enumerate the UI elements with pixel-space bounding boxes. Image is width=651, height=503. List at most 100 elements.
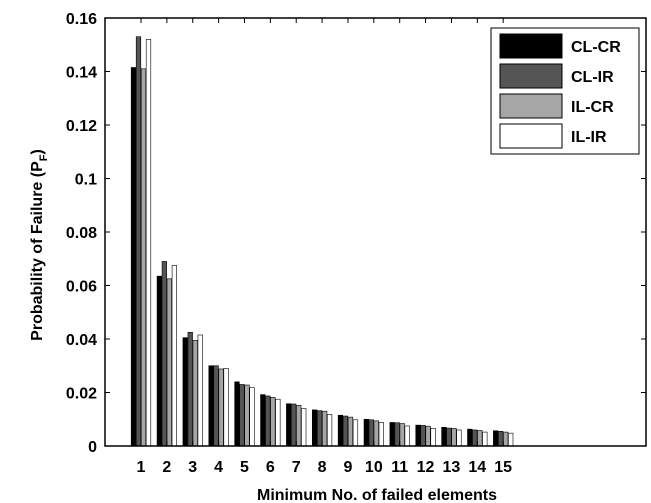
bar-il-cr-2 (166, 278, 172, 447)
x-axis: 1 2 3 4 5 6 7 8 9 10 11 12 13 14 15 (137, 18, 512, 476)
legend-label-il-cr: IL-CR (571, 99, 614, 116)
bar-il-cr-3 (192, 340, 198, 447)
bar-cl-cr-4 (208, 365, 214, 447)
y-tick-label: 0 (88, 439, 97, 456)
bar-il-ir-8 (326, 414, 333, 447)
y-tick-label: 0.06 (66, 279, 97, 296)
y-tick-label: 0.14 (66, 65, 97, 82)
x-tick-label: 11 (391, 459, 408, 476)
y-tick-label: 0.16 (66, 11, 97, 28)
bar-cl-cr-9 (337, 414, 344, 447)
bar-cl-ir-1 (135, 36, 142, 447)
x-tick-label: 1 (137, 459, 146, 476)
bar-il-cr-10 (373, 420, 379, 447)
legend-label-il-ir: IL-IR (571, 129, 607, 146)
bar-cl-ir-2 (161, 261, 167, 447)
x-tick-label: 12 (417, 459, 435, 476)
x-tick-label: 15 (494, 459, 512, 476)
bar-il-ir-2 (171, 265, 177, 447)
bar-cl-cr-3 (182, 337, 188, 447)
y-tick-label: 0.12 (66, 118, 97, 135)
legend-swatch-il-ir (499, 123, 563, 149)
bar-cl-ir-15 (498, 430, 504, 447)
bar-il-ir-12 (430, 428, 436, 447)
bar-il-cr-15 (503, 431, 509, 447)
x-tick-label: 6 (266, 459, 275, 476)
bar-cl-ir-8 (316, 410, 323, 447)
legend-label-cl-cr: CL-CR (571, 39, 621, 56)
bar-cl-ir-6 (265, 395, 271, 447)
bar-il-ir-11 (404, 425, 410, 447)
legend-swatch-il-cr (499, 93, 563, 119)
bar-cl-ir-4 (213, 365, 219, 447)
y-axis-label-main: Probability of Failure (P (29, 161, 46, 341)
x-tick-label: 2 (162, 459, 171, 476)
bar-il-ir-13 (456, 429, 462, 447)
y-tick-label: 0.04 (66, 332, 97, 349)
bar-il-ir-14 (482, 431, 488, 447)
bar-il-cr-9 (347, 416, 354, 447)
bar-il-ir-5 (249, 387, 255, 447)
y-axis: 0 0.02 0.04 0.06 0.08 0.1 0.12 0.14 0.16 (66, 11, 646, 456)
bar-cl-cr-8 (311, 409, 318, 447)
x-tick-label: 8 (318, 459, 327, 476)
bar-il-ir-1 (145, 39, 152, 447)
bar-cl-ir-11 (394, 422, 400, 447)
x-tick-label: 10 (365, 459, 383, 476)
bar-cl-ir-10 (368, 419, 374, 447)
x-tick-label: 3 (188, 459, 197, 476)
x-tick-label: 14 (468, 459, 486, 476)
bar-cl-ir-12 (420, 425, 426, 447)
legend-label-cl-ir: CL-IR (571, 69, 614, 86)
bar-il-cr-7 (296, 405, 302, 447)
bar-cl-cr-12 (415, 424, 421, 447)
y-axis-label: Probability of Failure (PF) (29, 149, 50, 341)
bar-cl-cr-11 (389, 422, 395, 447)
bar-cl-ir-14 (472, 429, 478, 447)
x-tick-label: 13 (443, 459, 461, 476)
bar-il-cr-12 (425, 425, 431, 447)
y-axis-label-close: ) (29, 149, 46, 154)
bar-il-ir-3 (197, 334, 203, 447)
y-tick-label: 0.02 (66, 386, 97, 403)
legend-swatch-cl-cr (499, 33, 563, 59)
bar-cl-cr-10 (363, 418, 369, 447)
bar-cl-cr-15 (493, 430, 499, 447)
bar-cl-cr-2 (156, 275, 162, 447)
bar-il-cr-4 (218, 368, 224, 447)
bar-il-cr-1 (140, 68, 147, 447)
bar-cl-cr-7 (286, 403, 292, 447)
bar-cl-cr-6 (260, 394, 266, 447)
x-tick-label: 4 (214, 459, 223, 476)
bar-cl-ir-9 (342, 415, 349, 447)
bar-il-ir-15 (508, 432, 514, 447)
x-tick-label: 5 (240, 459, 249, 476)
bar-il-cr-8 (321, 410, 328, 447)
bar-cl-ir-7 (291, 403, 297, 447)
bar-il-ir-9 (352, 419, 359, 447)
bar-cl-cr-1 (130, 67, 137, 447)
bars-layer (130, 36, 514, 447)
bar-il-cr-6 (270, 397, 276, 447)
x-tick-label: 9 (344, 459, 353, 476)
legend: CL-CR CL-IR IL-CR IL-IR (490, 27, 640, 155)
bar-il-ir-6 (275, 398, 281, 447)
bar-il-ir-10 (378, 422, 384, 447)
bar-cl-ir-13 (446, 427, 452, 447)
x-tick-label: 7 (292, 459, 301, 476)
bar-il-cr-5 (244, 384, 250, 447)
bar-il-cr-14 (477, 430, 483, 447)
bar-cl-cr-14 (467, 428, 473, 447)
bar-il-cr-13 (451, 428, 457, 447)
bar-il-cr-11 (399, 423, 405, 447)
x-axis-label: Minimum No. of failed elements (257, 487, 497, 503)
y-tick-label: 0.08 (66, 225, 97, 242)
y-axis-label-subscript: F (38, 154, 50, 161)
bar-cl-cr-13 (441, 426, 447, 447)
y-tick-label: 0.1 (75, 172, 97, 189)
bar-il-ir-4 (223, 368, 229, 447)
bar-cl-cr-5 (234, 381, 240, 447)
bar-cl-ir-3 (187, 332, 193, 447)
bar-il-ir-7 (301, 408, 307, 447)
